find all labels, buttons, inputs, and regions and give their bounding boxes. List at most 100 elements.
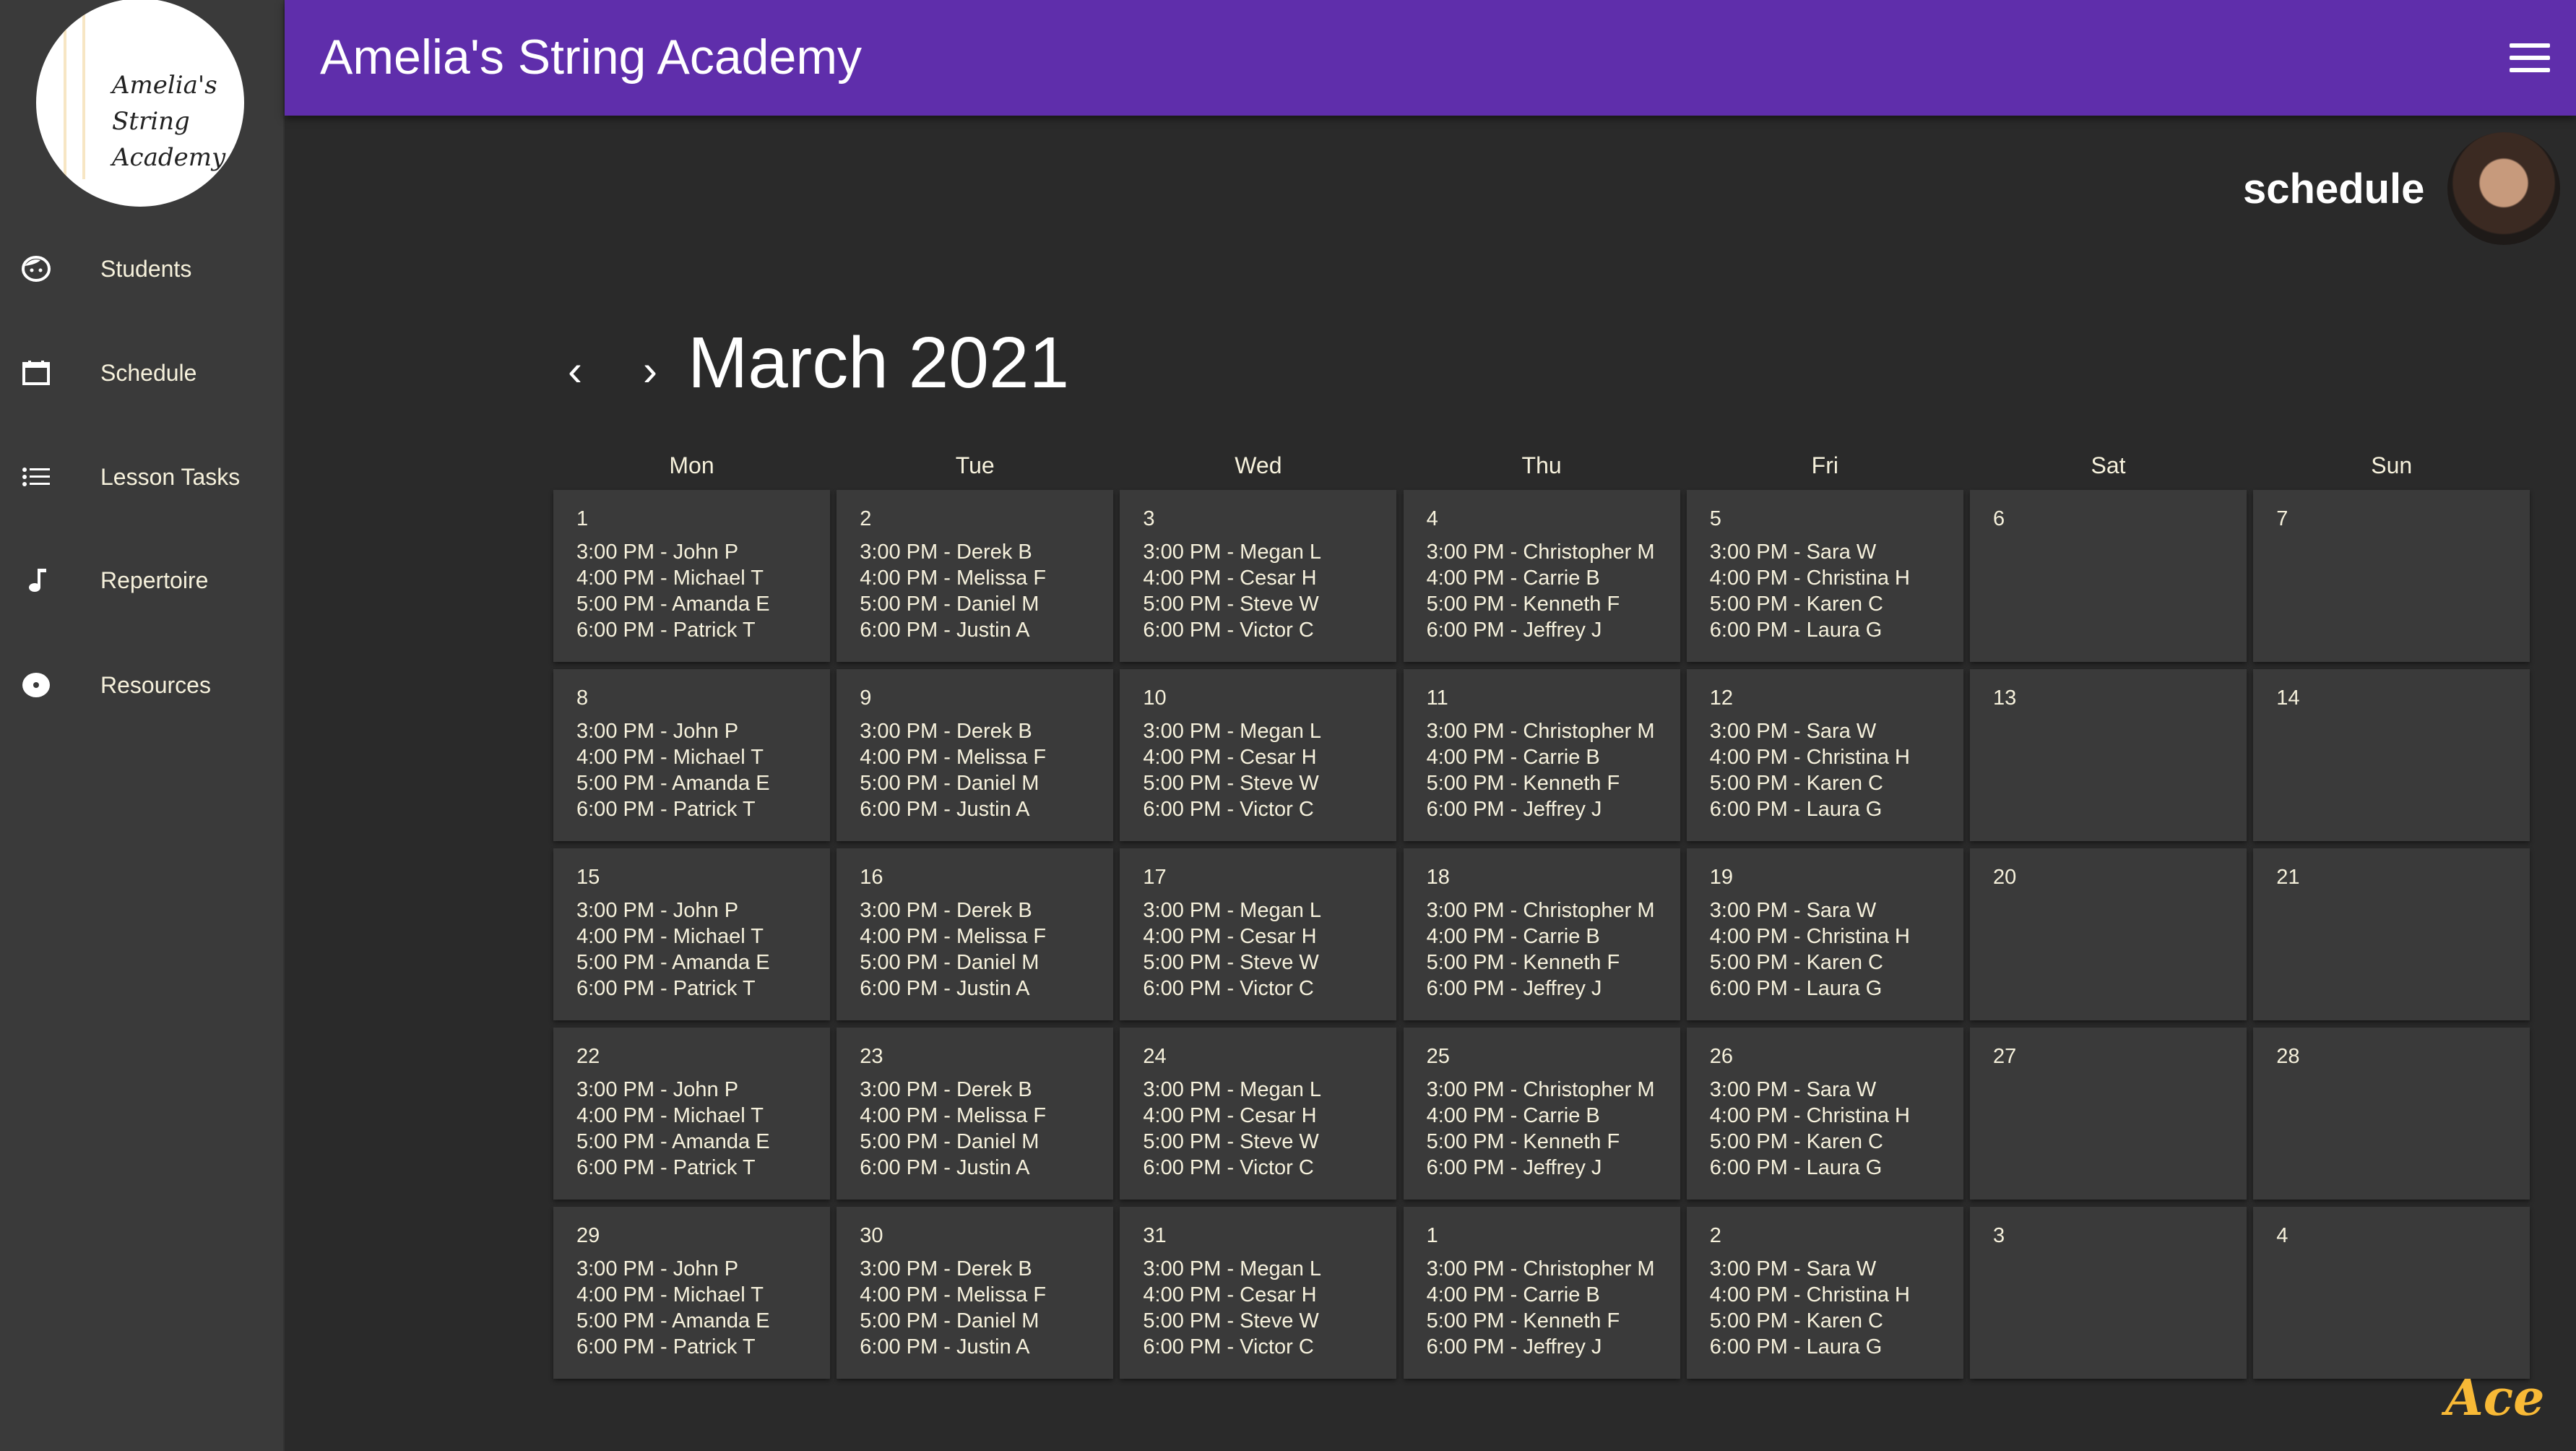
lesson-entry[interactable]: 4:00 PM - Christina H bbox=[1709, 567, 1910, 590]
lesson-entry[interactable]: 5:00 PM - Kenneth F bbox=[1426, 772, 1620, 795]
lesson-entry[interactable]: 5:00 PM - Amanda E bbox=[576, 593, 770, 616]
lesson-entry[interactable]: 4:00 PM - Carrie B bbox=[1426, 1283, 1600, 1306]
day-cell[interactable]: 2 3:00 PM - Derek B 4:00 PM - Melissa F 5:0… bbox=[837, 490, 1114, 662]
lesson-entry[interactable]: 5:00 PM - Steve W bbox=[1143, 1309, 1319, 1332]
lesson-entry[interactable]: 4:00 PM - Christina H bbox=[1709, 925, 1910, 948]
lesson-entry[interactable]: 5:00 PM - Steve W bbox=[1143, 1130, 1319, 1153]
lesson-entry[interactable]: 4:00 PM - Cesar H bbox=[1143, 567, 1317, 590]
lesson-entry[interactable]: 6:00 PM - Victor C bbox=[1143, 798, 1314, 821]
day-cell[interactable]: 29 3:00 PM - John P 4:00 PM - Michael T 5:0… bbox=[553, 1207, 830, 1379]
day-cell[interactable]: 16 3:00 PM - Derek B 4:00 PM - Melissa F 5:… bbox=[837, 848, 1114, 1020]
lesson-entry[interactable]: 6:00 PM - Justin A bbox=[860, 1156, 1030, 1179]
day-cell[interactable]: 6 bbox=[1970, 490, 2247, 662]
day-cell[interactable]: 26 3:00 PM - Sara W 4:00 PM - Christina H 5… bbox=[1686, 1028, 1963, 1200]
lesson-entry[interactable]: 6:00 PM - Laura G bbox=[1709, 798, 1883, 821]
day-cell[interactable]: 28 bbox=[2253, 1028, 2530, 1200]
lesson-entry[interactable]: 3:00 PM - Christopher M bbox=[1426, 1257, 1655, 1280]
lesson-entry[interactable]: 6:00 PM - Jeffrey J bbox=[1426, 798, 1602, 821]
lesson-entry[interactable]: 5:00 PM - Amanda E bbox=[576, 1309, 770, 1332]
lesson-entry[interactable]: 4:00 PM - Melissa F bbox=[860, 746, 1047, 769]
lesson-entry[interactable]: 3:00 PM - Derek B bbox=[860, 1257, 1032, 1280]
day-cell[interactable]: 30 3:00 PM - Derek B 4:00 PM - Melissa F 5:… bbox=[837, 1207, 1114, 1379]
day-cell[interactable]: 12 3:00 PM - Sara W 4:00 PM - Christina H 5… bbox=[1686, 669, 1963, 841]
lesson-entry[interactable]: 5:00 PM - Steve W bbox=[1143, 951, 1319, 974]
day-cell[interactable]: 5 3:00 PM - Sara W 4:00 PM - Christina H 5:… bbox=[1686, 490, 1963, 662]
lesson-entry[interactable]: 6:00 PM - Patrick T bbox=[576, 977, 756, 1000]
day-cell[interactable]: 21 bbox=[2253, 848, 2530, 1020]
lesson-entry[interactable]: 6:00 PM - Patrick T bbox=[576, 1156, 756, 1179]
sidebar-item-resources[interactable]: Resources bbox=[0, 653, 285, 718]
lesson-entry[interactable]: 3:00 PM - Sara W bbox=[1709, 1257, 1877, 1280]
day-cell[interactable]: 7 bbox=[2253, 490, 2530, 662]
lesson-entry[interactable]: 5:00 PM - Daniel M bbox=[860, 593, 1040, 616]
lesson-entry[interactable]: 4:00 PM - Melissa F bbox=[860, 1104, 1047, 1127]
lesson-entry[interactable]: 6:00 PM - Jeffrey J bbox=[1426, 1156, 1602, 1179]
lesson-entry[interactable]: 5:00 PM - Daniel M bbox=[860, 772, 1040, 795]
lesson-entry[interactable]: 4:00 PM - Cesar H bbox=[1143, 925, 1317, 948]
lesson-entry[interactable]: 3:00 PM - Derek B bbox=[860, 899, 1032, 922]
lesson-entry[interactable]: 4:00 PM - Christina H bbox=[1709, 1104, 1910, 1127]
lesson-entry[interactable]: 6:00 PM - Laura G bbox=[1709, 619, 1883, 642]
day-cell[interactable]: 4 3:00 PM - Christopher M 4:00 PM - Carrie… bbox=[1403, 490, 1680, 662]
lesson-entry[interactable]: 3:00 PM - Christopher M bbox=[1426, 899, 1655, 922]
lesson-entry[interactable]: 3:00 PM - Derek B bbox=[860, 720, 1032, 743]
day-cell[interactable]: 19 3:00 PM - Sara W 4:00 PM - Christina H 5… bbox=[1686, 848, 1963, 1020]
next-month-button[interactable]: › bbox=[643, 346, 657, 395]
sidebar-item-lesson-tasks[interactable]: Lesson Tasks bbox=[0, 444, 285, 509]
day-cell[interactable]: 13 bbox=[1970, 669, 2247, 841]
day-cell[interactable]: 22 3:00 PM - John P 4:00 PM - Michael T 5:0… bbox=[553, 1028, 830, 1200]
lesson-entry[interactable]: 6:00 PM - Justin A bbox=[860, 619, 1030, 642]
day-cell[interactable]: 1 3:00 PM - John P 4:00 PM - Michael T 5:00… bbox=[553, 490, 830, 662]
lesson-entry[interactable]: 4:00 PM - Cesar H bbox=[1143, 1104, 1317, 1127]
academy-logo[interactable]: Amelia's String Academy bbox=[36, 0, 244, 207]
day-cell[interactable]: 27 bbox=[1970, 1028, 2247, 1200]
lesson-entry[interactable]: 3:00 PM - Derek B bbox=[860, 1078, 1032, 1101]
lesson-entry[interactable]: 4:00 PM - Melissa F bbox=[860, 567, 1047, 590]
lesson-entry[interactable]: 4:00 PM - Michael T bbox=[576, 567, 764, 590]
lesson-entry[interactable]: 3:00 PM - John P bbox=[576, 1078, 739, 1101]
user-avatar[interactable] bbox=[2447, 132, 2560, 245]
hamburger-menu-icon[interactable] bbox=[2510, 43, 2550, 72]
lesson-entry[interactable]: 6:00 PM - Victor C bbox=[1143, 619, 1314, 642]
lesson-entry[interactable]: 5:00 PM - Kenneth F bbox=[1426, 1309, 1620, 1332]
lesson-entry[interactable]: 6:00 PM - Justin A bbox=[860, 798, 1030, 821]
lesson-entry[interactable]: 4:00 PM - Melissa F bbox=[860, 1283, 1047, 1306]
day-cell[interactable]: 15 3:00 PM - John P 4:00 PM - Michael T 5:0… bbox=[553, 848, 830, 1020]
lesson-entry[interactable]: 6:00 PM - Justin A bbox=[860, 977, 1030, 1000]
lesson-entry[interactable]: 5:00 PM - Karen C bbox=[1709, 951, 1883, 974]
prev-month-button[interactable]: ‹ bbox=[568, 346, 582, 395]
lesson-entry[interactable]: 5:00 PM - Daniel M bbox=[860, 1309, 1040, 1332]
lesson-entry[interactable]: 3:00 PM - Megan L bbox=[1143, 541, 1322, 564]
lesson-entry[interactable]: 3:00 PM - John P bbox=[576, 1257, 739, 1280]
lesson-entry[interactable]: 3:00 PM - Megan L bbox=[1143, 1257, 1322, 1280]
lesson-entry[interactable]: 4:00 PM - Michael T bbox=[576, 746, 764, 769]
lesson-entry[interactable]: 3:00 PM - John P bbox=[576, 541, 739, 564]
day-cell[interactable]: 31 3:00 PM - Megan L 4:00 PM - Cesar H 5:00… bbox=[1120, 1207, 1397, 1379]
lesson-entry[interactable]: 4:00 PM - Cesar H bbox=[1143, 1283, 1317, 1306]
lesson-entry[interactable]: 5:00 PM - Karen C bbox=[1709, 772, 1883, 795]
lesson-entry[interactable]: 5:00 PM - Kenneth F bbox=[1426, 951, 1620, 974]
lesson-entry[interactable]: 5:00 PM - Daniel M bbox=[860, 951, 1040, 974]
lesson-entry[interactable]: 6:00 PM - Justin A bbox=[860, 1335, 1030, 1359]
day-cell[interactable]: 1 3:00 PM - Christopher M 4:00 PM - Carrie… bbox=[1403, 1207, 1680, 1379]
lesson-entry[interactable]: 3:00 PM - Sara W bbox=[1709, 541, 1877, 564]
lesson-entry[interactable]: 6:00 PM - Laura G bbox=[1709, 977, 1883, 1000]
lesson-entry[interactable]: 5:00 PM - Amanda E bbox=[576, 1130, 770, 1153]
day-cell[interactable]: 3 3:00 PM - Megan L 4:00 PM - Cesar H 5:00 … bbox=[1120, 490, 1397, 662]
lesson-entry[interactable]: 4:00 PM - Cesar H bbox=[1143, 746, 1317, 769]
lesson-entry[interactable]: 6:00 PM - Patrick T bbox=[576, 619, 756, 642]
lesson-entry[interactable]: 4:00 PM - Christina H bbox=[1709, 1283, 1910, 1306]
lesson-entry[interactable]: 5:00 PM - Karen C bbox=[1709, 1309, 1883, 1332]
lesson-entry[interactable]: 6:00 PM - Laura G bbox=[1709, 1156, 1883, 1179]
lesson-entry[interactable]: 3:00 PM - John P bbox=[576, 899, 739, 922]
day-cell[interactable]: 2 3:00 PM - Sara W 4:00 PM - Christina H 5:… bbox=[1686, 1207, 1963, 1379]
day-cell[interactable]: 9 3:00 PM - Derek B 4:00 PM - Melissa F 5:0… bbox=[837, 669, 1114, 841]
lesson-entry[interactable]: 4:00 PM - Michael T bbox=[576, 925, 764, 948]
lesson-entry[interactable]: 5:00 PM - Daniel M bbox=[860, 1130, 1040, 1153]
lesson-entry[interactable]: 3:00 PM - Christopher M bbox=[1426, 1078, 1655, 1101]
day-cell[interactable]: 20 bbox=[1970, 848, 2247, 1020]
day-cell[interactable]: 11 3:00 PM - Christopher M 4:00 PM - Carri… bbox=[1403, 669, 1680, 841]
lesson-entry[interactable]: 3:00 PM - Megan L bbox=[1143, 1078, 1322, 1101]
lesson-entry[interactable]: 5:00 PM - Steve W bbox=[1143, 593, 1319, 616]
day-cell[interactable]: 18 3:00 PM - Christopher M 4:00 PM - Carri… bbox=[1403, 848, 1680, 1020]
